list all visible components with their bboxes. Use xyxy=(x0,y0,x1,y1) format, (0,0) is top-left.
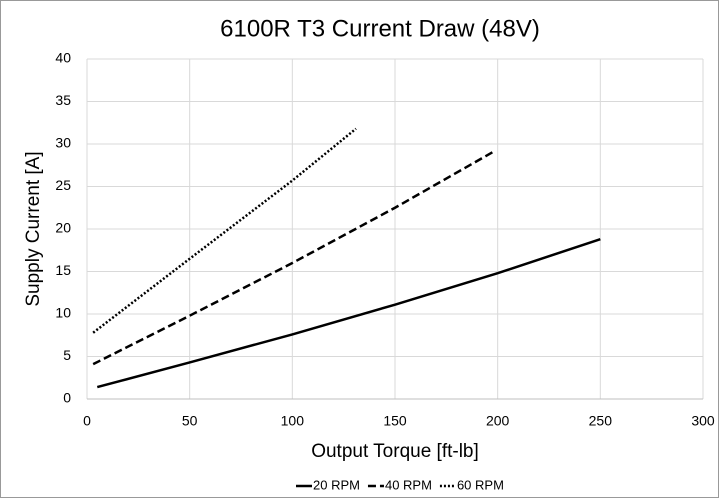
y-tick-label: 15 xyxy=(55,262,71,278)
x-tick-label: 0 xyxy=(83,413,91,429)
y-tick-label: 40 xyxy=(55,50,71,66)
y-tick-label: 30 xyxy=(55,135,71,151)
line-series xyxy=(96,238,601,389)
x-axis-label: Output Torque [ft-lb] xyxy=(311,441,479,462)
x-tick-label: 150 xyxy=(383,413,407,429)
x-tick-label: 200 xyxy=(486,413,510,429)
y-tick-label: 20 xyxy=(55,220,71,236)
line-series xyxy=(92,150,495,366)
y-axis-label: Supply Current [A] xyxy=(23,151,44,306)
y-tick-label: 10 xyxy=(55,305,71,321)
chart-title: 6100R T3 Current Draw (48V) xyxy=(220,15,540,42)
y-tick-label: 5 xyxy=(63,347,71,363)
y-tick-label: 25 xyxy=(55,177,71,193)
legend-label: 60 RPM xyxy=(457,477,504,492)
x-tick-label: 250 xyxy=(589,413,613,429)
x-tick-label: 50 xyxy=(182,413,198,429)
line-series xyxy=(92,127,357,334)
x-tick-label: 100 xyxy=(281,413,305,429)
y-tick-label: 35 xyxy=(55,92,71,108)
legend-label: 40 RPM xyxy=(385,477,432,492)
x-tick-label: 300 xyxy=(691,413,715,429)
legend-label: 20 RPM xyxy=(313,477,360,492)
y-tick-label: 0 xyxy=(63,390,71,406)
